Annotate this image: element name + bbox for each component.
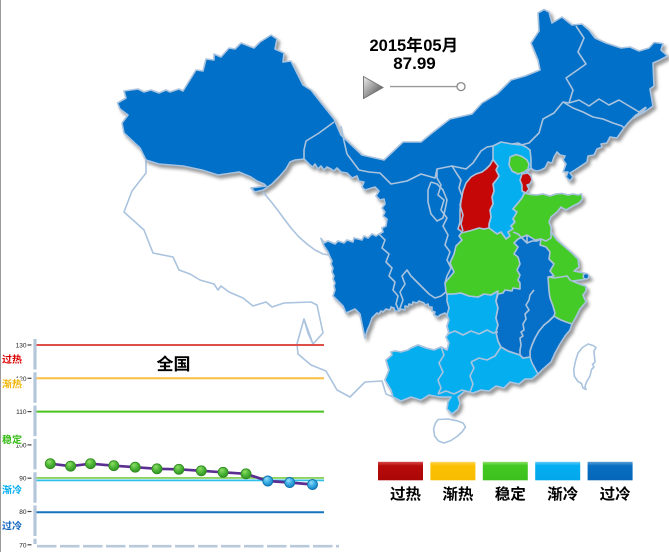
svg-text:2015: 2015 — [370, 37, 407, 55]
svg-text:120: 120 — [16, 376, 27, 383]
svg-text:100: 100 — [16, 442, 27, 449]
svg-text:80: 80 — [19, 509, 27, 516]
svg-text:110: 110 — [16, 409, 27, 416]
svg-text:87.99: 87.99 — [393, 54, 436, 73]
svg-text:130: 130 — [16, 343, 27, 350]
svg-text:05: 05 — [423, 37, 441, 55]
svg-text:90: 90 — [19, 476, 27, 483]
svg-text:70: 70 — [19, 542, 27, 549]
